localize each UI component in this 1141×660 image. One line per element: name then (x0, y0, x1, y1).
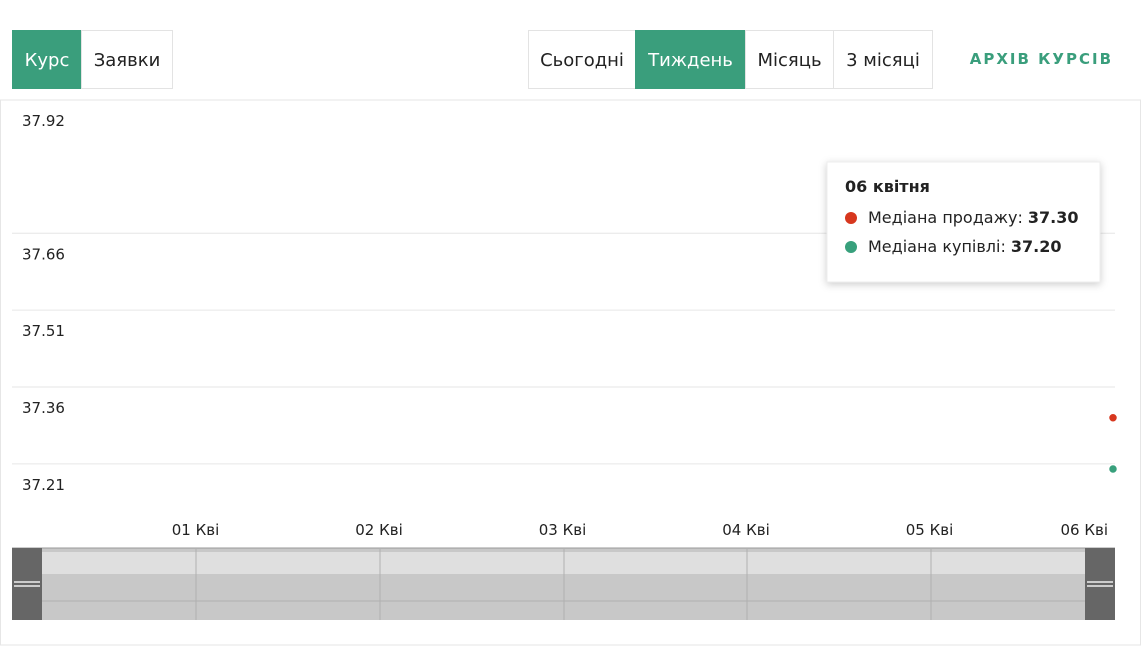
tooltip-label: Медіана продажу: (868, 208, 1023, 227)
tooltip-value: 37.20 (1011, 237, 1062, 256)
hover-marker (1107, 463, 1119, 475)
y-tick-label: 37.36 (22, 399, 65, 417)
navigator-grid (195, 548, 932, 620)
x-tick-label: 01 Кві (172, 521, 220, 539)
tooltip-label: Медіана купівлі: (868, 237, 1006, 256)
y-tick-label: 37.51 (22, 322, 65, 340)
tooltip-title: 06 квітня (845, 177, 930, 196)
archive-link[interactable]: АРХІВ КУРСІВ (969, 50, 1113, 68)
navigator-handle[interactable] (1085, 548, 1115, 620)
tooltip-dot (845, 212, 857, 224)
tab-button[interactable]: Курс (12, 30, 82, 89)
x-tick-label: 03 Кві (539, 521, 587, 539)
tooltip-row: Медіана продажу: 37.30 (868, 208, 1078, 227)
period-button[interactable]: Місяць (745, 30, 834, 89)
tooltip-row: Медіана купівлі: 37.20 (868, 237, 1061, 256)
y-tick-label: 37.66 (22, 245, 65, 263)
x-tick-label: 05 Кві (906, 521, 954, 539)
y-tick-label: 37.92 (22, 112, 65, 130)
navigator-handle[interactable] (12, 548, 42, 620)
period-button[interactable]: Сьогодні (528, 30, 636, 89)
y-tick-label: 37.21 (22, 476, 65, 494)
period-button[interactable]: Тиждень (635, 30, 746, 89)
x-tick-label: 04 Кві (722, 521, 770, 539)
tab-button[interactable]: Заявки (81, 30, 173, 89)
x-tick-label: 02 Кві (355, 521, 403, 539)
tooltip-dot (845, 241, 857, 253)
navigator (12, 547, 1115, 620)
x-tick-label: 06 Кві (1060, 521, 1108, 539)
hover-marker (1107, 412, 1119, 423)
tooltip-value: 37.30 (1028, 208, 1079, 227)
tooltip: 06 квітня Медіана продажу: 37.30 Медіана к… (826, 161, 1101, 283)
period-button[interactable]: 3 місяці (833, 30, 933, 89)
